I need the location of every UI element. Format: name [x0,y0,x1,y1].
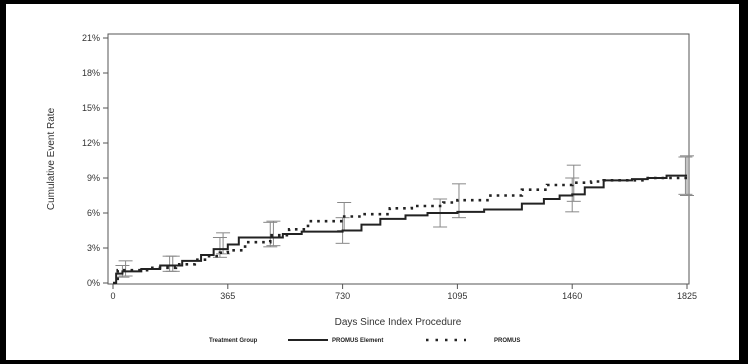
y-tick-label: 12% [82,138,100,148]
y-tick-label: 0% [87,278,100,288]
km-chart: 0% 3% 6% 9% 12% 15% 18% 21% 0 365 730 1095 1460 1825… [46,33,697,344]
legend-label-promus: PROMUS [494,338,520,344]
x-tick-label: 1825 [677,291,697,301]
error-bar [266,220,281,247]
y-tick-label: 9% [87,173,100,183]
x-tick-label: 730 [335,291,350,301]
x-tick-label: 1095 [447,291,467,301]
y-tick-label: 6% [87,208,100,218]
plot-area [107,33,690,285]
x-axis-title: Days Since Index Procedure [335,317,462,328]
y-tick-label: 15% [82,103,100,113]
error-bar [118,260,133,277]
x-tick-label: 0 [110,291,115,301]
x-tick-label: 365 [220,291,235,301]
error-bar [165,255,180,272]
legend: Treatment Group PROMUS Element PROMUS [209,338,520,344]
series-line-promus-element [113,174,687,284]
legend-label-promus-element: PROMUS Element [332,338,383,344]
y-tick-label: 18% [82,68,100,78]
y-tick-label: 3% [87,243,100,253]
x-tick-label: 1460 [562,291,582,301]
y-tick-label: 21% [82,33,100,43]
y-axis-title: Cumulative Event Rate [46,107,57,210]
chart-frame: 0% 3% 6% 9% 12% 15% 18% 21% 0 365 730 1095 1460 1825… [6,4,739,360]
legend-title: Treatment Group [209,338,258,344]
